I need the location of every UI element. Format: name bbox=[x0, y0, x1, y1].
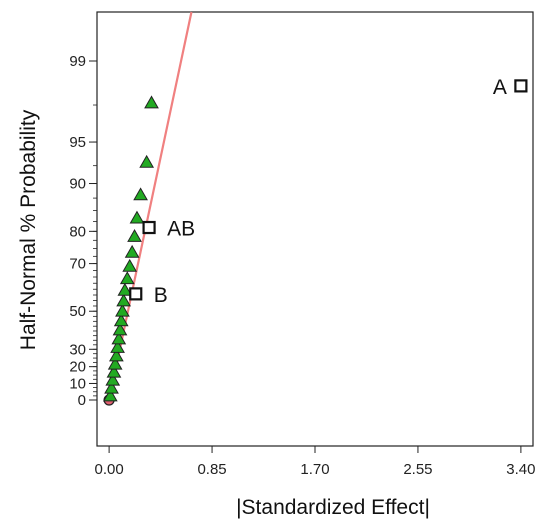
y-axis-title: Half-Normal % Probability bbox=[17, 109, 40, 350]
error-point-triangle bbox=[111, 331, 127, 345]
error-point-triangle bbox=[110, 339, 125, 353]
error-point-triangle bbox=[112, 322, 128, 336]
error-point-triangle bbox=[105, 372, 121, 386]
error-point-triangle bbox=[139, 154, 155, 168]
effect-point-square bbox=[142, 220, 156, 235]
y-tick-label: 95 bbox=[69, 134, 86, 151]
error-point-triangle bbox=[127, 228, 142, 242]
error-point-triangle bbox=[113, 313, 129, 327]
effect-labels-layer: A AB B bbox=[154, 76, 507, 307]
error-point-triangle bbox=[106, 364, 122, 378]
effect-label: AB bbox=[167, 218, 195, 241]
y-tick-label: 50 bbox=[69, 303, 86, 320]
x-axis-title: |Standardized Effect| bbox=[236, 496, 430, 519]
x-tick-label: 0.00 bbox=[95, 461, 124, 478]
effect-point-square bbox=[129, 287, 143, 301]
plot-frame bbox=[96, 11, 534, 447]
error-point-triangle bbox=[119, 271, 135, 285]
error-point-triangle bbox=[115, 303, 130, 317]
y-tick-label: 70 bbox=[69, 256, 86, 273]
error-point-triangle bbox=[129, 210, 145, 224]
y-tick-label: 10 bbox=[69, 375, 86, 392]
effect-label: A bbox=[493, 76, 507, 99]
y-tick-label: 80 bbox=[69, 223, 86, 240]
error-point-triangle bbox=[116, 293, 132, 307]
x-tick-label: 0.85 bbox=[197, 461, 226, 478]
error-point-triangle bbox=[102, 388, 118, 402]
y-tick-label: 20 bbox=[69, 359, 86, 376]
error-point-triangle bbox=[133, 187, 148, 201]
y-tick-label: 0 bbox=[78, 392, 86, 409]
points-layer bbox=[102, 79, 528, 406]
error-point-triangle bbox=[117, 282, 133, 296]
error-point-triangle bbox=[107, 356, 123, 370]
y-tick-label: 99 bbox=[69, 53, 86, 70]
error-point-triangle bbox=[124, 244, 140, 258]
y-tick-label: 90 bbox=[69, 176, 86, 193]
effect-label: B bbox=[154, 284, 168, 307]
error-point-triangle bbox=[104, 380, 119, 394]
error-point-triangle bbox=[144, 95, 159, 109]
x-tick-label: 3.40 bbox=[506, 461, 535, 478]
error-point-triangle bbox=[109, 348, 124, 362]
effect-point-square bbox=[514, 79, 528, 93]
x-tick-label: 2.55 bbox=[403, 461, 432, 478]
error-point-triangle bbox=[122, 258, 138, 272]
y-tick-label: 30 bbox=[69, 341, 86, 358]
x-tick-label: 1.70 bbox=[300, 461, 329, 478]
